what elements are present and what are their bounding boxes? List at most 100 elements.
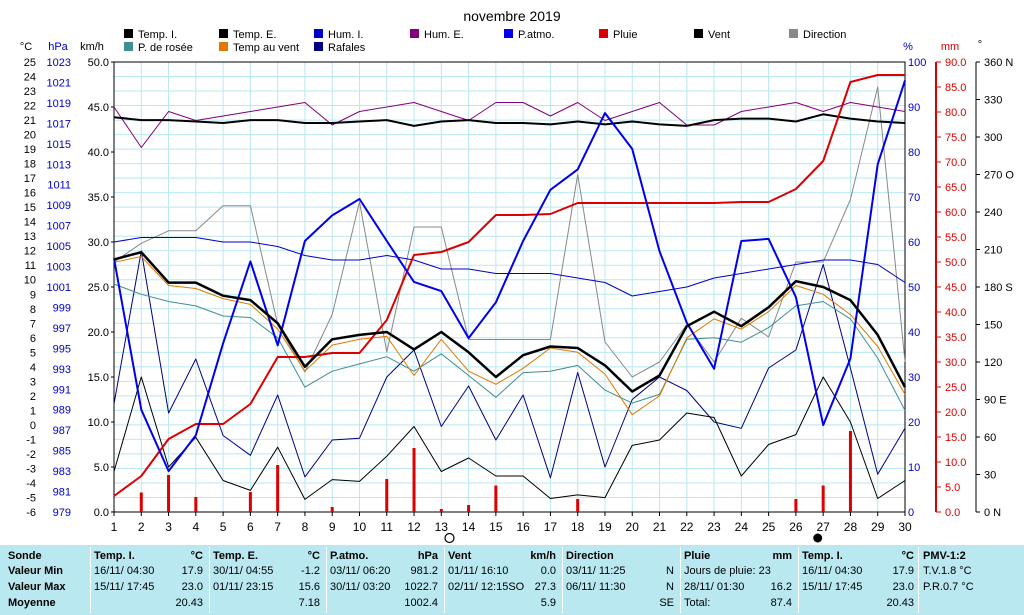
series-pluie-jour [112,431,852,512]
x-tick-label: 14 [462,520,476,534]
series-temp-au-vent [113,256,906,416]
temp-tick-label: 2 [30,391,36,403]
hum-tick-label: 70 [908,192,920,204]
row-label-avg: Moyenne [8,597,56,609]
panel-separator [326,547,327,613]
dir-tick-label: 240 [984,207,1002,219]
rain-tick-label: 15.0 [945,432,966,444]
temp-tick-label: 13 [24,231,36,243]
x-tick-label: 24 [735,520,749,534]
press-tick-label: 1021 [47,77,71,89]
series-vent [113,376,906,500]
legend-swatch [219,29,228,38]
press-tick-label: 995 [53,343,71,355]
axis-unit: mm [941,41,959,53]
temp-tick-label: 18 [24,159,36,171]
moon-new-icon [813,533,823,543]
series-line [113,113,906,127]
temp-tick-label: 5 [30,347,36,359]
rain-tick-label: 55.0 [945,232,966,244]
pmv-line2: P.R.0.7 °C [923,581,974,593]
panel-max-time: 15/11/ 17:45 [802,581,863,593]
rain-bar [439,509,443,512]
panel-max-time: 30/11/ 03:20 [330,581,391,593]
panel-avg-value: 20.43 [886,597,914,609]
press-tick-label: 1019 [47,98,71,110]
temp-tick-label: -1 [26,434,36,446]
legend-swatch [694,29,703,38]
panel-title: Vent [448,550,472,562]
x-tick-label: 18 [571,520,585,534]
rain-bar [467,505,471,512]
stats-panel-6: Temp. I. °C 16/11/ 04:30 17.9 15/11/ 17:45 23… [798,545,918,615]
press-tick-label: 981 [53,487,71,499]
chart-title: novembre 2019 [463,8,561,24]
press-tick-label: 983 [53,466,71,478]
stats-table: Sonde Valeur Min Valeur Max Moyenne Temp… [0,545,1024,615]
series-line [113,102,906,148]
x-tick-label: 30 [898,520,912,534]
press-tick-label: 997 [53,323,71,335]
rain-tick-label: 85.0 [945,82,966,94]
axis-unit: km/h [80,41,104,53]
panel-min-time: 16/11/ 04:30 [94,565,155,577]
stats-panel-5: Pluie mm Jours de pluie: 23 28/11/ 01:30 16.… [680,545,796,615]
temp-tick-label: 15 [24,202,36,214]
panel-min-value: 981.2 [410,565,438,577]
rain-bar [385,479,389,512]
panel-unit: mm [772,550,792,562]
series-p-de-ros-e [113,283,906,411]
dir-tick-label: 270 O [984,170,1014,182]
rain-bar [248,492,252,512]
stats-panel-3: Vent km/h 01/11/ 16:10 0.0 02/11/ 12:15SO 27.… [444,545,560,615]
series-line [113,256,906,416]
temp-tick-label: 10 [24,275,36,287]
series-temp-i [113,113,906,127]
temp-tick-label: 12 [24,246,36,258]
rain-tick-label: 65.0 [945,182,966,194]
press-tick-label: 993 [53,364,71,376]
rain-bar [494,485,498,512]
temp-tick-label: 21 [24,115,36,127]
panel-title: Temp. E. [213,550,259,562]
legend-label: Temp. I. [138,29,177,41]
x-tick-label: 3 [165,520,172,534]
panel-min-value: 17.9 [892,565,914,577]
x-tick-label: 9 [329,520,336,534]
stats-panel-0: Temp. I. °C 16/11/ 04:30 17.9 15/11/ 17:45 23… [90,545,207,615]
series-pluie [113,74,905,497]
panel-avg-value: 87.4 [770,597,792,609]
press-tick-label: 1003 [47,262,71,274]
rain-bar [139,492,143,512]
panel-unit: °C [901,550,914,562]
x-tick-label: 17 [544,520,558,534]
temp-tick-label: 14 [24,217,36,229]
rain-tick-label: 5.0 [945,482,960,494]
panel-min-time: 01/11/ 16:10 [448,565,509,577]
legend-swatch [504,29,513,38]
temp-tick-label: 3 [30,376,36,388]
series-rafales [113,250,906,479]
pmv-line1: T.V.1.8 °C [923,565,972,577]
temp-tick-label: -2 [26,449,36,461]
rain-tick-label: 10.0 [945,457,966,469]
axis-unit: °C [20,41,32,53]
wind-tick-label: 0.0 [94,507,109,519]
legend-swatch [789,29,798,38]
panel-max-value: N [666,581,674,593]
dir-tick-label: 360 N [984,57,1013,69]
hum-tick-label: 10 [908,462,920,474]
hum-tick-label: 30 [908,372,920,384]
hum-tick-label: 0 [908,507,914,519]
temp-tick-label: 25 [24,57,36,69]
panel-max-value: 1022.7 [404,581,438,593]
rain-bar [576,499,580,512]
panel-max-time: 28/11/ 01:30 [684,581,745,593]
press-tick-label: 989 [53,405,71,417]
legend-swatch [410,29,419,38]
panel-min-time: 16/11/ 04:30 [802,565,863,577]
panel-max-value: 23.0 [181,581,203,593]
x-tick-label: 8 [302,520,309,534]
panel-min-time: 03/11/ 11:25 [566,565,626,577]
press-tick-label: 991 [53,384,71,396]
